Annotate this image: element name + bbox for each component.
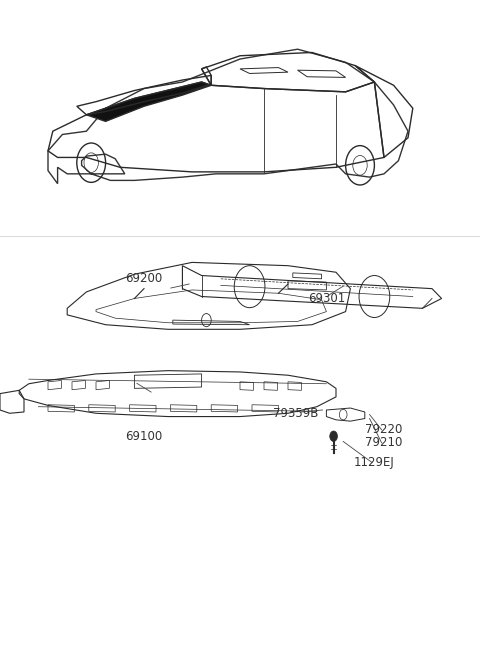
Polygon shape	[86, 82, 211, 121]
Text: 1129EJ: 1129EJ	[354, 456, 395, 469]
Text: 79359B: 79359B	[273, 407, 318, 420]
Text: 79210: 79210	[365, 436, 403, 449]
Text: 69301: 69301	[308, 292, 345, 305]
Text: 69200: 69200	[125, 272, 163, 285]
Circle shape	[330, 431, 337, 441]
Text: 79220: 79220	[365, 423, 403, 436]
Text: 69100: 69100	[125, 430, 163, 443]
